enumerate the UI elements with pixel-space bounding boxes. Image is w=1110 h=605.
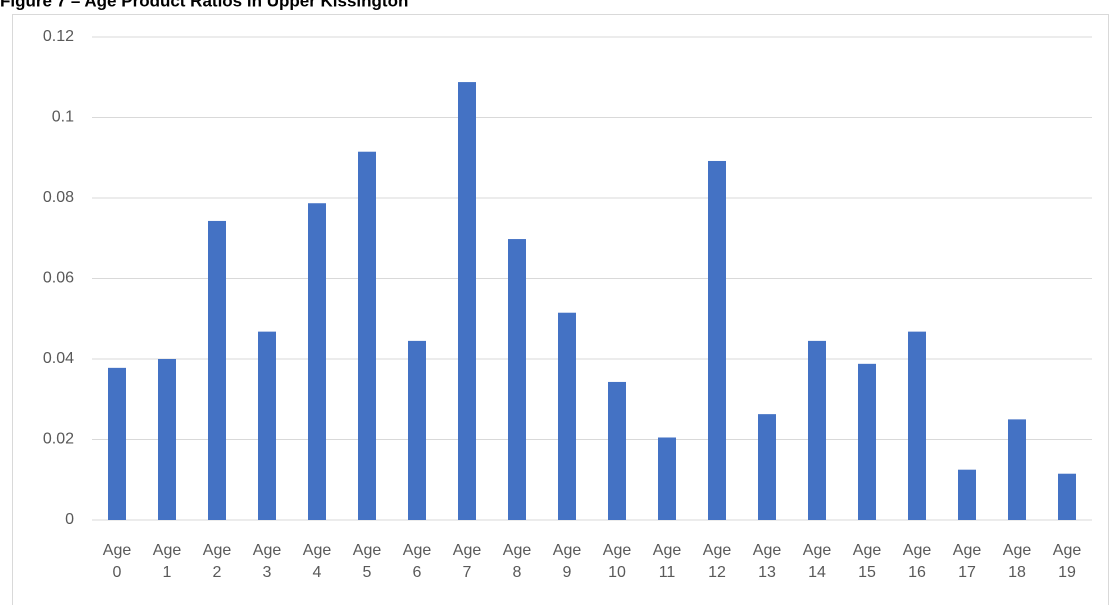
bar [1058,473,1076,520]
y-tick-label: 0.08 [43,189,74,206]
y-tick-label: 0 [65,511,74,528]
chart-title: Figure 7 – Age Product Ratios in Upper K… [0,0,408,10]
y-tick-label: 0.12 [43,28,74,45]
y-tick-label: 0.04 [43,350,74,367]
x-tick-label: Age 13 [752,542,782,581]
x-tick-label: Age 10 [602,542,632,581]
bar [558,312,576,520]
y-tick-label: 0.02 [43,431,74,448]
y-tick-label: 0.06 [43,270,74,287]
x-tick-label: Age 16 [902,542,932,581]
bar [258,331,276,520]
bar [208,220,226,520]
bar [858,363,876,520]
x-tick-label: Age 9 [552,542,582,581]
bar [1008,419,1026,520]
x-tick-label: Age 4 [302,542,332,581]
x-tick-label: Age 14 [802,542,832,581]
x-tick-label: Age 3 [252,542,282,581]
x-tick-label: Age 11 [652,542,682,581]
bar [608,381,626,520]
bar [508,239,526,520]
bar [658,437,676,520]
bar [908,331,926,520]
x-tick-label: Age 7 [452,542,482,581]
bar [758,414,776,520]
bar [158,359,176,520]
x-tick-label: Age 0 [102,542,132,581]
chart-frame [12,14,1109,605]
bar [458,82,476,520]
x-tick-label: Age 8 [502,542,532,581]
x-tick-label: Age 17 [952,542,982,581]
x-tick-label: Age 15 [852,542,882,581]
bar [708,160,726,520]
x-tick-label: Age 1 [152,542,182,581]
bar [958,469,976,520]
bar [408,340,426,520]
bar [808,340,826,520]
bar [358,151,376,520]
y-tick-label: 0.1 [52,109,74,126]
x-tick-label: Age 6 [402,542,432,581]
x-tick-label: Age 5 [352,542,382,581]
x-tick-label: Age 19 [1052,542,1082,581]
x-tick-label: Age 18 [1002,542,1032,581]
x-tick-label: Age 12 [702,542,732,581]
x-tick-label: Age 2 [202,542,232,581]
bar [108,367,126,520]
bar [308,203,326,521]
